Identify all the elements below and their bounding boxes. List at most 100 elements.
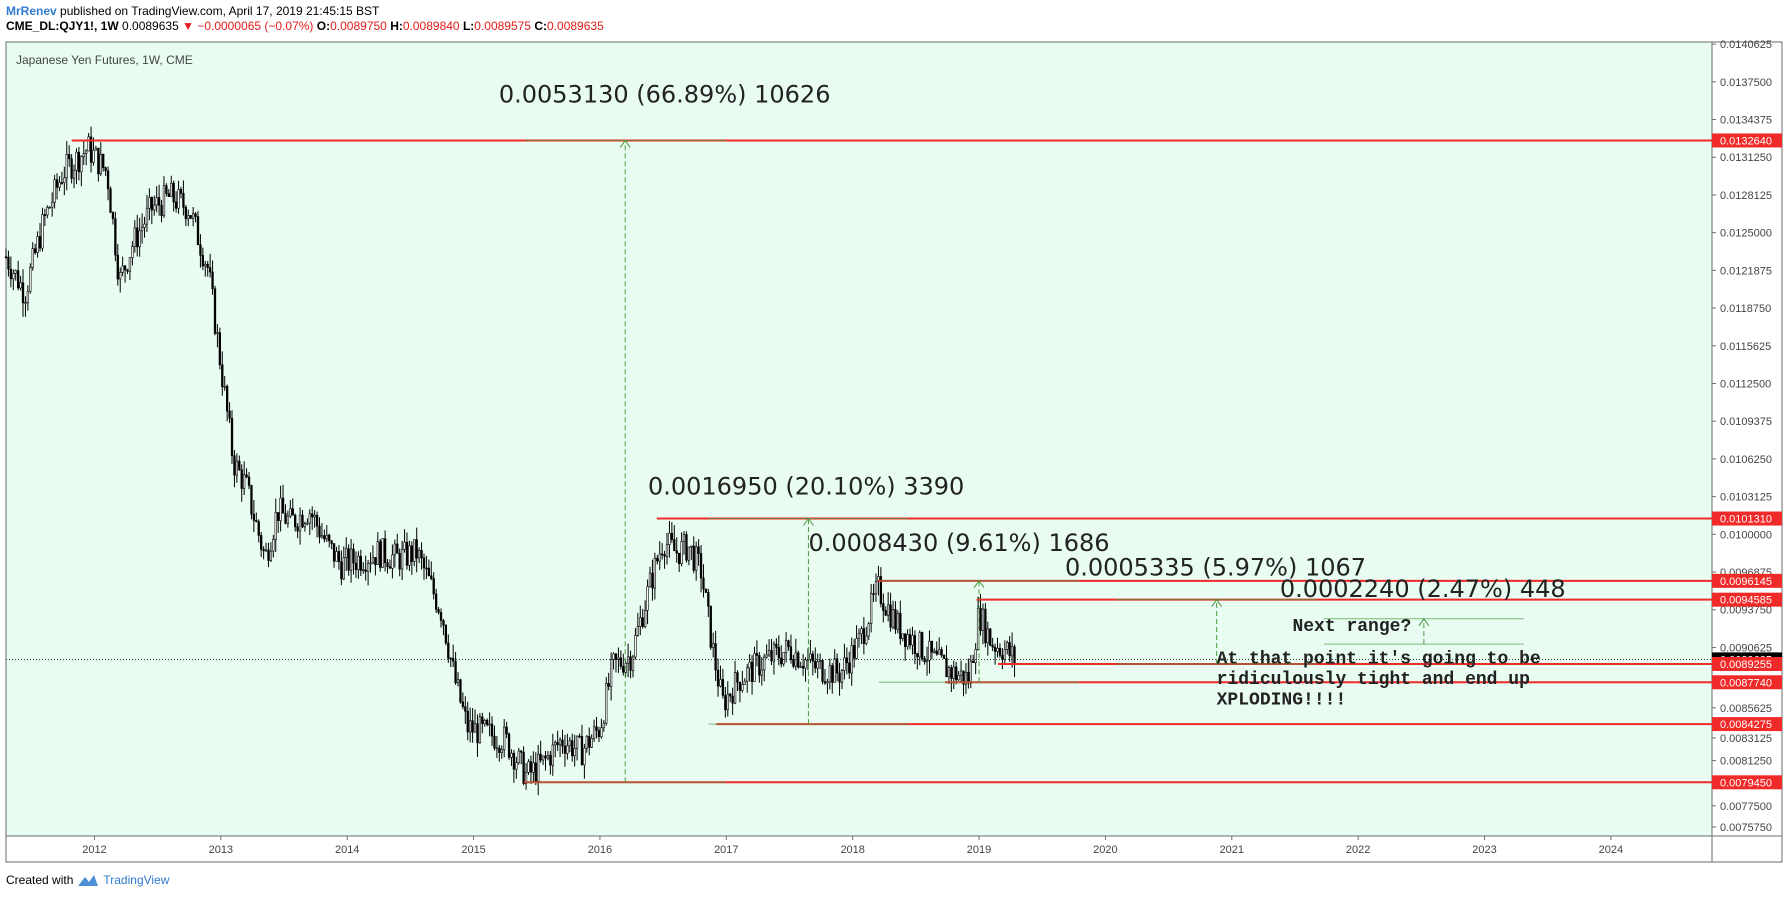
candle-body [976, 607, 980, 650]
candle-body [262, 549, 265, 552]
candle [228, 402, 231, 424]
candle [661, 543, 664, 560]
candle [646, 579, 649, 625]
candle [272, 534, 275, 558]
candle-body [58, 182, 61, 188]
candle [852, 638, 856, 668]
candle [201, 247, 204, 271]
candle [284, 504, 287, 525]
candle-body [729, 693, 732, 697]
candle-body [979, 607, 982, 632]
candle [162, 176, 166, 218]
candle [376, 532, 379, 565]
candle-body [221, 364, 224, 388]
candle [388, 559, 392, 569]
publish-line: MrRenev published on TradingView.com, Ap… [6, 4, 604, 19]
candle-body [379, 541, 382, 568]
candle-body [464, 706, 467, 712]
y-tick-label: 0.0115625 [1720, 341, 1771, 353]
candle [534, 752, 537, 786]
candle [529, 755, 533, 784]
candle-body [777, 646, 780, 659]
candle-body [369, 562, 372, 565]
candle-body [607, 683, 610, 687]
candle [870, 584, 873, 633]
candle-body [524, 771, 528, 784]
candle-body [167, 193, 170, 197]
candle-body [233, 455, 236, 476]
candle-body [541, 755, 545, 761]
candle-body [935, 650, 938, 655]
candle [537, 744, 540, 796]
candle [7, 250, 10, 277]
candle-body [804, 659, 807, 669]
candle-body [196, 216, 200, 246]
candle-body [619, 657, 622, 667]
candle [342, 546, 345, 581]
candle-body [391, 554, 394, 569]
candle-body [505, 726, 508, 735]
candle [337, 545, 341, 570]
candle-body [257, 521, 260, 536]
candle-body [174, 201, 178, 209]
candle [777, 635, 780, 666]
candle-body [417, 550, 421, 559]
candle-body [571, 740, 574, 757]
candle-body [906, 634, 909, 647]
candle [469, 707, 472, 743]
annotation-text: Next range? [1292, 617, 1411, 637]
candle [21, 269, 25, 317]
candle [592, 719, 596, 742]
candle [607, 672, 610, 691]
candle-body [682, 534, 686, 542]
candle-body [573, 748, 576, 757]
y-tick-label: 0.0118750 [1720, 303, 1771, 315]
candle-body [719, 679, 722, 687]
candle-body [189, 215, 192, 219]
candle-body [65, 154, 68, 179]
candle [816, 653, 819, 679]
candle-body [14, 270, 17, 274]
candle-body [306, 522, 309, 525]
candle [143, 216, 146, 238]
tradingview-brand-link[interactable]: TradingView [103, 873, 170, 887]
candle [945, 645, 948, 678]
candle-body [138, 230, 141, 248]
price-level-tag [1712, 511, 1782, 526]
candle-body [753, 653, 756, 682]
candle [670, 522, 674, 543]
candle-body [896, 612, 900, 630]
candle-body [238, 460, 241, 471]
candle [867, 621, 870, 640]
open-label: O: [316, 19, 331, 33]
candle-body [554, 742, 557, 746]
author-link[interactable]: MrRenev [6, 4, 57, 18]
candle [233, 450, 236, 488]
candle-body [155, 197, 158, 206]
candle [461, 692, 465, 710]
candle [225, 384, 229, 422]
candle [221, 351, 224, 396]
candle-body [97, 147, 100, 175]
candle [41, 207, 44, 252]
candle [976, 596, 980, 651]
candle [97, 147, 100, 182]
candle [488, 712, 491, 737]
candle-body [556, 742, 559, 746]
candle-body [928, 640, 931, 661]
x-tick-label: 2023 [1472, 844, 1496, 856]
candle [957, 671, 960, 681]
y-tick-label: 0.0083125 [1720, 733, 1772, 745]
candle [138, 217, 141, 257]
candle [318, 517, 321, 544]
measure-label: 0.0002240 (2.47%) 448 [1280, 575, 1566, 603]
candle-body [89, 136, 93, 163]
candle [702, 564, 705, 598]
candle-body [857, 633, 861, 639]
candle-body [695, 546, 698, 571]
candle [323, 529, 326, 543]
candle [972, 654, 975, 663]
candle [68, 145, 71, 167]
candle [955, 661, 958, 685]
